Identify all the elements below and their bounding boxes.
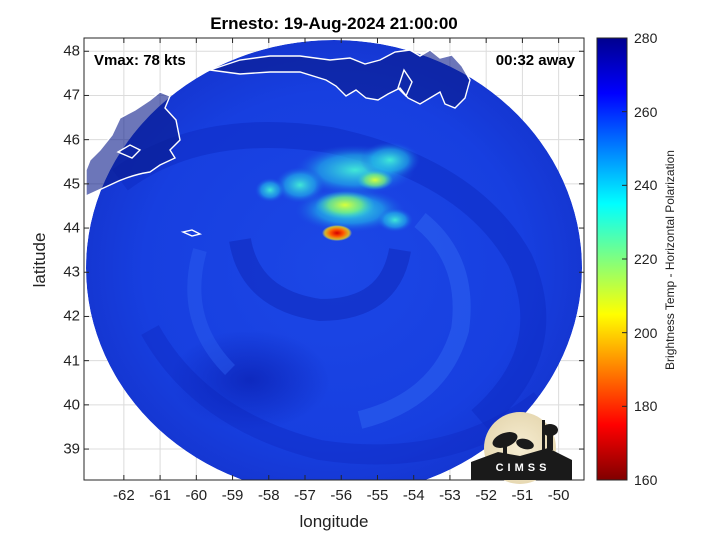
y-tick-label: 46 — [63, 131, 80, 149]
axes-frame — [83, 37, 585, 481]
x-tick-label: -55 — [366, 487, 389, 504]
y-axis-label: latitude — [30, 232, 49, 288]
colorbar-tick-label: 200 — [634, 324, 658, 341]
colorbar-label: Brightness Temp - Horizontal Polarizatio… — [663, 150, 677, 370]
colorbar-tick-label: 240 — [634, 177, 658, 194]
coastlines — [85, 49, 471, 237]
x-tick-label: -57 — [294, 487, 316, 504]
colorbar-tick-label: 280 — [634, 30, 658, 46]
vmax-label: Vmax: 78 kts — [94, 52, 186, 69]
cimss-logo — [471, 412, 572, 484]
x-tick-label: -53 — [439, 487, 461, 504]
x-tick-label: -60 — [185, 487, 208, 504]
colorbar-tick-label: 160 — [634, 472, 658, 488]
x-tick-label: -58 — [257, 487, 280, 504]
map-title: Ernesto: 19-Aug-2024 21:00:00 — [210, 14, 458, 33]
y-tick-label: 41 — [63, 352, 80, 370]
x-tick-label: -61 — [149, 487, 171, 504]
time-away-label: 00:32 away — [495, 52, 575, 69]
y-tick-label: 45 — [63, 175, 80, 193]
y-tick-label: 39 — [63, 440, 80, 458]
colorbar-tick-label: 260 — [634, 103, 658, 120]
y-tick-label: 42 — [63, 307, 80, 325]
x-tick-label: -51 — [511, 487, 534, 504]
y-tick-label: 43 — [63, 263, 80, 281]
cimss-logo-text: CIMSS — [495, 462, 551, 474]
x-tick-label: -62 — [113, 487, 135, 504]
x-tick-label: -56 — [330, 487, 353, 504]
colorbar-tick-label: 220 — [634, 251, 658, 267]
x-tick-label: -59 — [221, 487, 244, 504]
y-tick-label: 47 — [63, 86, 80, 104]
x-tick-label: -50 — [547, 487, 570, 504]
y-tick-label: 44 — [63, 219, 80, 237]
colorbar-tick-label: 180 — [634, 398, 658, 415]
y-tick-label: 40 — [63, 396, 80, 414]
x-axis-label: longitude — [299, 512, 369, 531]
x-tick-label: -54 — [402, 487, 425, 504]
y-tick-label: 48 — [63, 42, 80, 60]
satellite-swath — [86, 40, 582, 480]
colorbar-ticks — [622, 37, 627, 481]
x-tick-label: -52 — [475, 487, 498, 504]
